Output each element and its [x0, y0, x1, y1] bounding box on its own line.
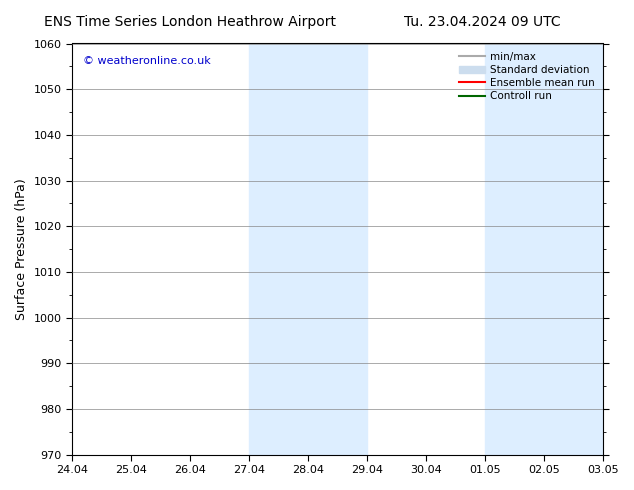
Y-axis label: Surface Pressure (hPa): Surface Pressure (hPa)	[15, 178, 28, 320]
Bar	[485, 44, 603, 455]
Text: ENS Time Series London Heathrow Airport: ENS Time Series London Heathrow Airport	[44, 15, 336, 29]
Text: © weatheronline.co.uk: © weatheronline.co.uk	[82, 56, 210, 66]
Text: Tu. 23.04.2024 09 UTC: Tu. 23.04.2024 09 UTC	[403, 15, 560, 29]
Bar	[249, 44, 367, 455]
Legend: min/max, Standard deviation, Ensemble mean run, Controll run: min/max, Standard deviation, Ensemble me…	[456, 49, 598, 104]
